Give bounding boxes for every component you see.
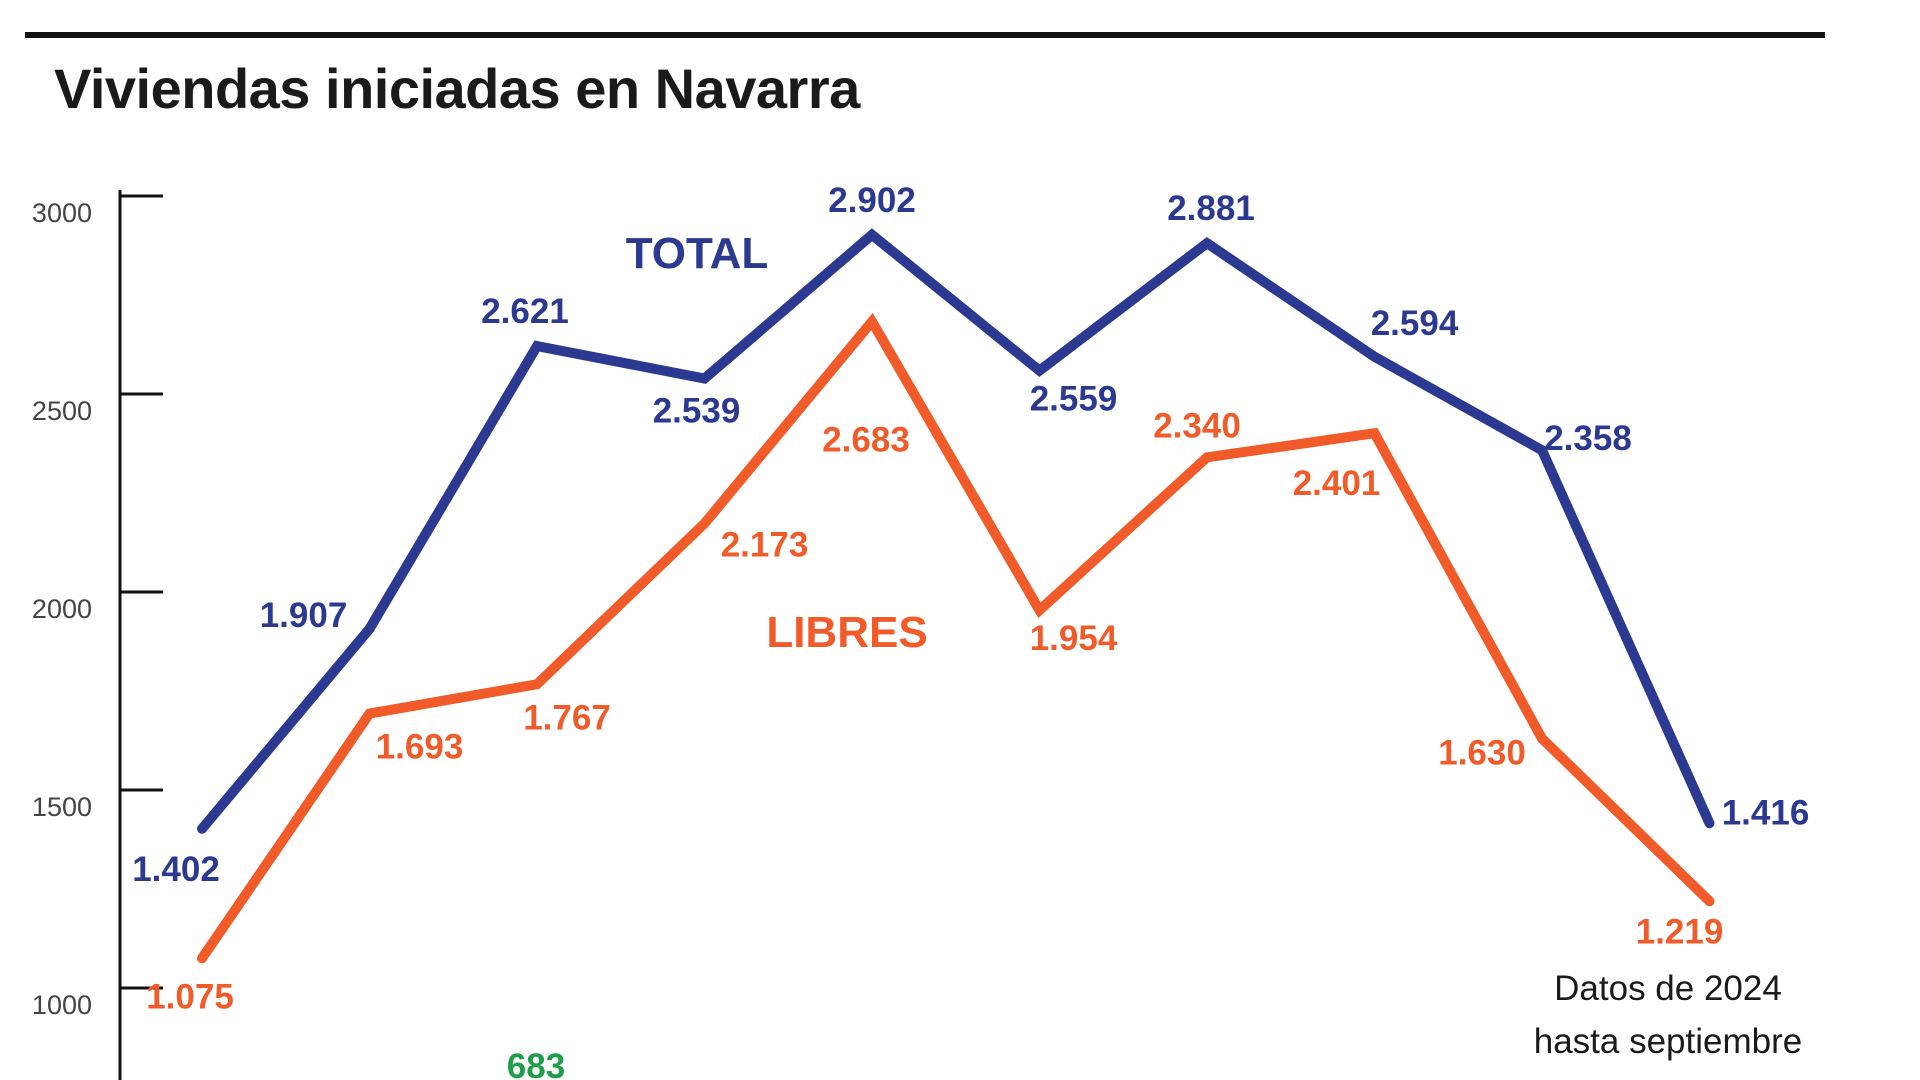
data-label-libres: 1.693 [376, 728, 464, 767]
y-tick-label: 2000 [32, 594, 92, 624]
data-label-total: 2.594 [1371, 304, 1459, 343]
series-name-total: TOTAL [626, 229, 769, 278]
data-label-libres: 1.767 [523, 698, 611, 737]
series-layer [197, 228, 1715, 964]
y-tick-label: 1500 [32, 792, 92, 822]
data-label-total: 2.881 [1167, 189, 1255, 228]
data-labels: 1.402 1.907 2.621 2.539 2.902 2.559 2.881 2.594… [132, 181, 1809, 1080]
data-label-libres: 2.340 [1153, 406, 1241, 445]
data-label-total: 1.907 [260, 596, 348, 635]
page-title: Viviendas iniciadas en Navarra [54, 57, 860, 120]
data-label-total: 2.358 [1544, 419, 1632, 458]
data-label-libres: 1.075 [146, 977, 234, 1016]
top-rule [25, 32, 1825, 38]
series-line-libres [197, 312, 1715, 964]
annotation-line-1: Datos de 2024 [1554, 969, 1782, 1008]
series-line-total [197, 228, 1715, 834]
data-label-libres: 2.401 [1293, 464, 1381, 503]
y-tick-label: 2500 [32, 396, 92, 426]
y-tick-label: 1000 [32, 990, 92, 1020]
data-label-total: 1.402 [132, 850, 220, 889]
data-label-total: 1.416 [1722, 793, 1810, 832]
data-label-libres: 1.219 [1636, 912, 1724, 951]
data-label-libres: 1.954 [1030, 619, 1118, 658]
data-label-total: 2.621 [481, 292, 569, 331]
series-name-libres: LIBRES [766, 608, 927, 657]
annotation: Datos de 2024 hasta septiembre [1534, 969, 1802, 1061]
data-label-total: 2.539 [653, 392, 741, 431]
annotation-line-2: hasta septiembre [1534, 1022, 1802, 1061]
y-axis: 3000 2500 2000 1500 1000 [32, 190, 163, 1080]
data-label-libres: 2.683 [822, 421, 910, 460]
data-label-extra: 683 [507, 1047, 565, 1080]
data-label-total: 2.559 [1030, 380, 1118, 419]
data-label-total: 2.902 [828, 181, 916, 220]
data-label-libres: 2.173 [721, 525, 809, 564]
y-tick-label: 3000 [32, 198, 92, 228]
data-label-libres: 1.630 [1438, 734, 1526, 773]
